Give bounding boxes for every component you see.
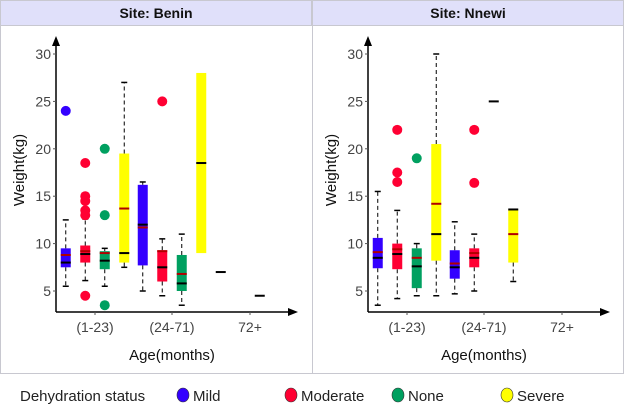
x-axis-arrow [600,308,610,316]
legend-label-none: None [408,388,444,405]
panel-1: Site: Nnewi 5 10 15 20 25 30 Weight(kg) (1-23) (2… [312,0,624,373]
outlier-point [392,167,403,178]
x-tick-label: 72+ [550,319,574,335]
y-tick-label: 5 [43,283,51,299]
box-moderate-(24-71) [469,124,480,292]
box-moderate-(1-23) [80,158,91,301]
box-iqr [157,250,168,282]
box-iqr [508,209,519,263]
box-severe-(1-23) [119,81,130,269]
y-tick-label: 5 [355,283,363,299]
legend: Dehydration status Mild Moderate None Sever… [20,387,565,405]
legend-label-moderate: Moderate [301,388,364,405]
panel-header [312,0,624,26]
x-tick-label: 72+ [238,319,262,335]
legend-label-mild: Mild [193,388,221,405]
box-mild-(24-71) [137,181,148,292]
panel-title: Site: Benin [119,5,192,21]
y-tick-label: 10 [347,236,363,252]
legend-title: Dehydration status [20,388,145,405]
y-axis-arrow [52,36,60,46]
outlier-point [99,210,110,221]
box-iqr [60,248,71,268]
box-mild-(1-23) [60,105,71,288]
outlier-point [157,96,168,107]
outlier-point [80,290,91,301]
box-moderate-(1-23) [392,124,403,300]
y-tick-label: 20 [347,141,363,157]
outlier-point [392,124,403,135]
box-severe-(1-23) [431,53,442,297]
box-iqr [431,144,442,261]
x-axis-label: Age(months) [129,347,215,364]
y-tick-label: 15 [347,188,363,204]
legend-label-severe: Severe [517,388,565,405]
outlier-point [80,158,91,169]
x-tick-label: (1-23) [388,319,425,335]
y-tick-label: 15 [35,188,51,204]
x-tick-label: (24-71) [461,319,506,335]
box-iqr [392,243,403,270]
outlier-point [60,105,71,116]
y-tick-label: 25 [347,93,363,109]
legend-swatch-mild [176,387,190,403]
box-none-(1-23) [99,143,110,311]
panel-header [0,0,312,26]
panel-0: Site: Benin 5 10 15 20 25 30 Weight(kg) (1-23) (2… [0,0,312,364]
legend-swatch-severe [500,387,514,403]
box-mild-(24-71) [449,221,460,295]
outlier-point [469,124,480,135]
box-severe-(24-71) [508,208,519,283]
box-moderate-(24-71) [157,96,168,297]
outlier-point [80,205,91,216]
y-tick-label: 30 [35,46,51,62]
y-axis-arrow [364,36,372,46]
panel-title: Site: Nnewi [430,5,505,21]
outlier-point [469,177,480,188]
box-none-(24-71) [176,233,187,306]
outlier-point [80,191,91,202]
x-axis-label: Age(months) [441,347,527,364]
y-tick-label: 25 [35,93,51,109]
box-none-(1-23) [411,153,422,297]
y-tick-label: 20 [35,141,51,157]
y-tick-label: 10 [35,236,51,252]
y-tick-label: 30 [347,46,363,62]
outlier-point [99,300,110,311]
outlier-point [99,143,110,154]
box-iqr [411,248,422,289]
legend-swatch-none [391,387,405,403]
x-tick-label: (24-71) [149,319,194,335]
outlier-point [392,176,403,187]
box-severe-(24-71) [196,72,207,254]
box-mild-(1-23) [372,190,383,306]
x-tick-label: (1-23) [76,319,113,335]
x-axis-arrow [288,308,298,316]
y-axis-label: Weight(kg) [323,134,340,206]
y-axis-label: Weight(kg) [11,134,28,206]
outlier-point [411,153,422,164]
legend-swatch-moderate [284,387,298,403]
